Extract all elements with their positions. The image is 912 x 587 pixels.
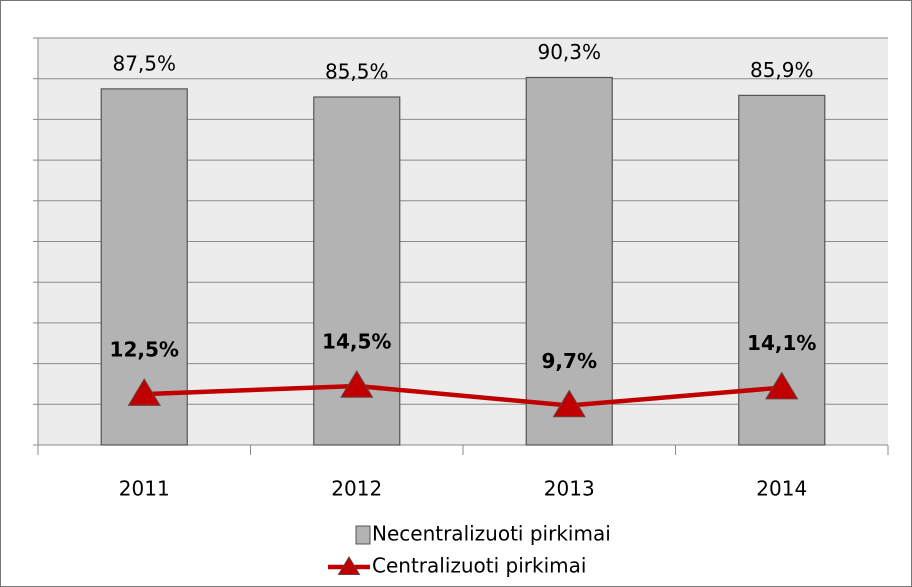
bar-value-label: 87,5%: [112, 51, 176, 75]
legend-marker: [337, 556, 361, 575]
x-tick-label: 2012: [331, 477, 382, 501]
x-tick-label: 2013: [544, 477, 595, 501]
legend-swatch: [355, 525, 371, 545]
x-tick-label: 2011: [119, 477, 170, 501]
bar-value-label: 90,3%: [537, 40, 601, 64]
legend-label: Centralizuoti pirkimai: [372, 554, 586, 578]
x-tick-label: 2014: [756, 477, 807, 501]
line-marker: [127, 378, 161, 406]
line-value-label: 9,7%: [542, 349, 597, 373]
bar-value-label: 85,5%: [325, 60, 389, 84]
line-value-label: 14,1%: [747, 331, 816, 355]
line-marker: [552, 389, 586, 418]
line-marker: [765, 371, 799, 400]
line: [144, 383, 782, 408]
bar-value-label: 85,9%: [750, 58, 814, 82]
line-marker: [340, 370, 374, 398]
legend-label: Necentralizuoti pirkimai: [372, 522, 611, 546]
bar: [525, 76, 613, 446]
line-value-label: 12,5%: [110, 338, 179, 362]
line-value-label: 14,5%: [322, 329, 391, 353]
